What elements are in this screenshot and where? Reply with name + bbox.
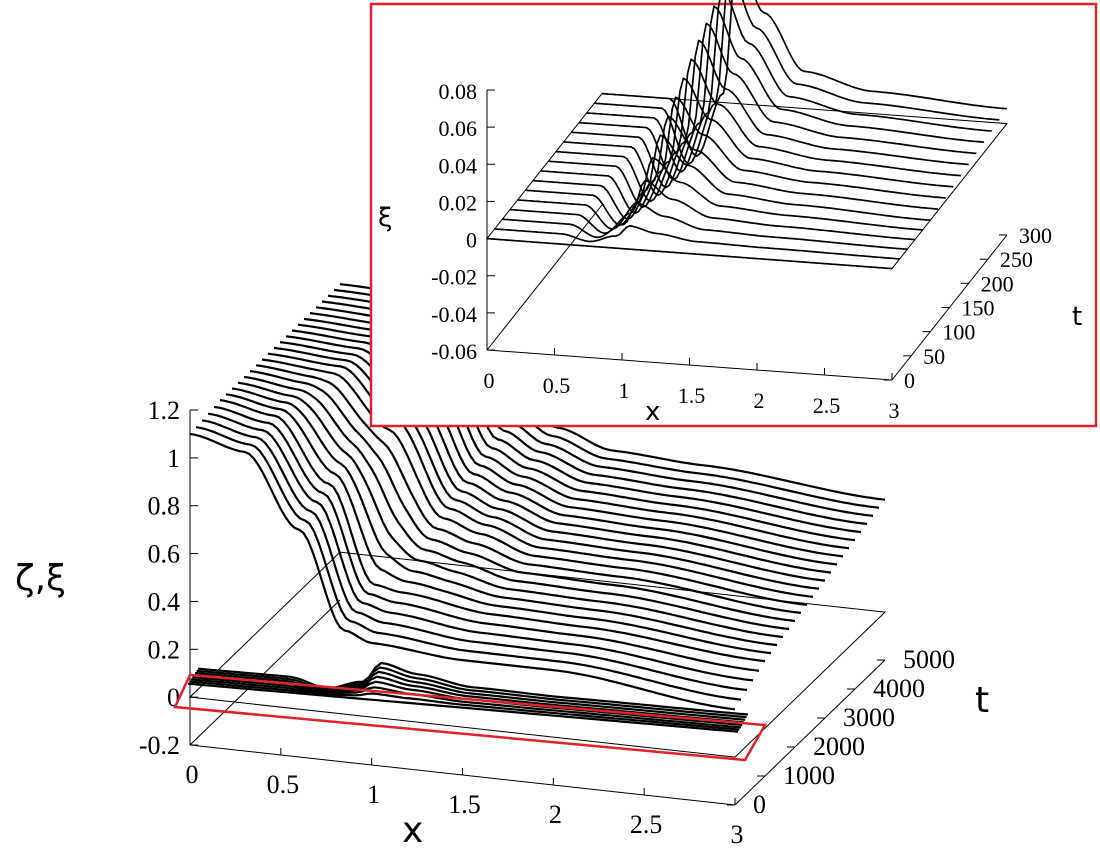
x-tick-label: 1.5 bbox=[678, 383, 706, 408]
z-tick-label: -0.2 bbox=[139, 731, 180, 760]
series-line bbox=[555, 58, 962, 203]
t-tick-label: 3000 bbox=[843, 703, 895, 732]
z-tick-label: 0.4 bbox=[148, 587, 181, 616]
series-line bbox=[255, 364, 802, 614]
series-line bbox=[532, 115, 939, 220]
z-tick-label: 0.06 bbox=[439, 116, 478, 141]
x-tick-label: 3 bbox=[889, 398, 900, 423]
t-tick-label: 50 bbox=[923, 344, 945, 369]
t-tick-label: 300 bbox=[1019, 223, 1052, 248]
x-tick-label: 0 bbox=[484, 368, 495, 393]
t-tick-label: 150 bbox=[962, 296, 995, 321]
xi-band-line bbox=[197, 661, 749, 716]
t-tick-label: 200 bbox=[981, 271, 1014, 296]
x-tick-label: 2 bbox=[549, 800, 562, 829]
t-tick-label: 4000 bbox=[873, 674, 925, 703]
z-axis-label: ζ,ξ bbox=[15, 558, 66, 599]
series-line bbox=[219, 399, 766, 663]
series-line bbox=[237, 381, 784, 639]
series-line bbox=[189, 432, 736, 711]
series-line bbox=[563, 39, 969, 197]
series-line bbox=[486, 237, 893, 270]
xi-band-line bbox=[196, 666, 747, 719]
x-tick-label: 0.5 bbox=[267, 770, 300, 799]
z-tick-label: 0.8 bbox=[148, 492, 181, 521]
x-tick-label: 2.5 bbox=[630, 810, 663, 839]
series-line bbox=[225, 393, 772, 655]
xi-band-line bbox=[187, 682, 739, 733]
z-tick-label: -0.04 bbox=[431, 302, 477, 327]
series-line bbox=[267, 352, 814, 598]
inset-chart: -0.06 -0.04 -0.02 0 0.02 0.04 0.06 0.08 0 0.5 1 1.5… bbox=[369, 0, 1098, 428]
x-axis-label: x bbox=[402, 810, 423, 850]
series-line bbox=[494, 225, 900, 260]
xi-band-line bbox=[189, 680, 740, 731]
t-tick-label: 2000 bbox=[813, 732, 865, 761]
z-tick-label: -0.06 bbox=[431, 339, 477, 364]
series-line bbox=[273, 346, 820, 590]
main-chart: -0.200.20.40.60.811.20 0.5 1 1.5 2 2.5 3010002… bbox=[15, 283, 989, 850]
xi-band-line bbox=[190, 678, 741, 729]
t-tick-label: 0 bbox=[753, 790, 766, 819]
x-tick-label: 0 bbox=[186, 760, 199, 789]
t-tick-label: 100 bbox=[942, 320, 975, 345]
z-tick-label: 0.04 bbox=[439, 153, 478, 178]
series-line bbox=[540, 96, 946, 215]
series-line bbox=[502, 202, 908, 251]
z-tick-label: -0.02 bbox=[431, 265, 477, 290]
series-line bbox=[261, 358, 808, 606]
series-line bbox=[231, 387, 778, 647]
z-tick-label: 0.2 bbox=[148, 635, 181, 664]
t-axis-label: t bbox=[1072, 302, 1082, 332]
t-axis-label: t bbox=[975, 680, 989, 721]
base-back-line bbox=[486, 204, 603, 351]
z-tick-label: 1.2 bbox=[148, 396, 181, 425]
z-tick-label: 0.6 bbox=[148, 540, 181, 569]
xi-band-line bbox=[195, 670, 746, 721]
x-tick-label: 3 bbox=[731, 820, 744, 849]
series-line bbox=[586, 0, 992, 173]
t-tick-label: 1000 bbox=[783, 761, 835, 790]
series-line bbox=[548, 77, 954, 209]
x-tick-label: 1 bbox=[619, 378, 630, 403]
x-tick-label: 2 bbox=[754, 388, 765, 413]
series-line bbox=[578, 5, 985, 181]
inset-border bbox=[369, 2, 1098, 428]
t-tick-label: 250 bbox=[1000, 247, 1033, 272]
series-line bbox=[207, 412, 754, 682]
z-axis-label: ξ bbox=[378, 203, 393, 233]
z-tick-label: 0.08 bbox=[439, 79, 478, 104]
series-line bbox=[249, 370, 796, 623]
t-axis-line bbox=[734, 659, 886, 806]
z-tick-label: 0.02 bbox=[439, 190, 478, 215]
series-line bbox=[509, 179, 916, 241]
z-tick-label: 1 bbox=[167, 444, 180, 473]
t-tick-label: 0 bbox=[904, 368, 915, 393]
x-tick-label: 2.5 bbox=[813, 393, 841, 418]
series-line bbox=[525, 134, 931, 226]
highlight-box-main bbox=[173, 673, 768, 762]
x-axis-label: x bbox=[645, 397, 660, 427]
series-line bbox=[601, 0, 1008, 158]
series-line bbox=[201, 419, 748, 692]
x-tick-label: 1.5 bbox=[448, 790, 481, 819]
series-line bbox=[195, 426, 742, 701]
series-line bbox=[571, 22, 977, 189]
z-tick-label: 0 bbox=[466, 228, 477, 253]
base-back-line bbox=[189, 599, 341, 746]
series-line bbox=[517, 157, 923, 231]
t-tick-label: 5000 bbox=[903, 645, 955, 674]
zero-plane bbox=[188, 551, 887, 758]
series-line bbox=[213, 405, 760, 672]
series-line bbox=[594, 0, 1000, 165]
x-tick-label: 0.5 bbox=[543, 373, 571, 398]
series-line bbox=[243, 375, 790, 631]
x-tick-label: 1 bbox=[367, 780, 380, 809]
